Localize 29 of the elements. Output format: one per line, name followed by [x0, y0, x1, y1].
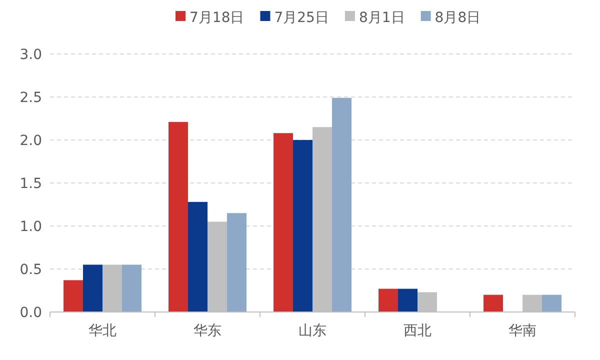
- bar: [332, 98, 352, 312]
- bar: [484, 294, 503, 312]
- bar: [398, 288, 418, 312]
- bar: [188, 202, 208, 312]
- bar: [378, 288, 398, 312]
- bar: [227, 213, 246, 312]
- y-tick-label: 2.5: [20, 90, 42, 106]
- bar: [274, 133, 293, 312]
- bar: [64, 280, 83, 312]
- y-tick-label: 2.0: [20, 133, 42, 149]
- bar: [293, 140, 312, 312]
- x-tick-label: 华北: [88, 323, 116, 339]
- bar: [122, 264, 142, 312]
- x-tick-label: 山东: [298, 323, 326, 339]
- bar: [83, 264, 102, 312]
- legend-label: 7月18日: [190, 10, 244, 26]
- x-tick-label: 西北: [404, 323, 432, 339]
- x-tick-label: 华东: [194, 323, 222, 339]
- y-tick-label: 0.5: [20, 262, 42, 278]
- bar: [542, 294, 562, 312]
- y-tick-label: 3.0: [20, 47, 42, 63]
- bar: [168, 122, 188, 312]
- y-tick-label: 1.5: [20, 176, 42, 192]
- y-tick-label: 0.0: [20, 305, 42, 321]
- x-tick-label: 华南: [508, 323, 536, 339]
- legend-label: 7月25日: [274, 10, 329, 26]
- legend-label: 8月8日: [434, 10, 481, 26]
- legend-label: 8月1日: [358, 10, 405, 26]
- y-tick-label: 1.0: [20, 219, 42, 235]
